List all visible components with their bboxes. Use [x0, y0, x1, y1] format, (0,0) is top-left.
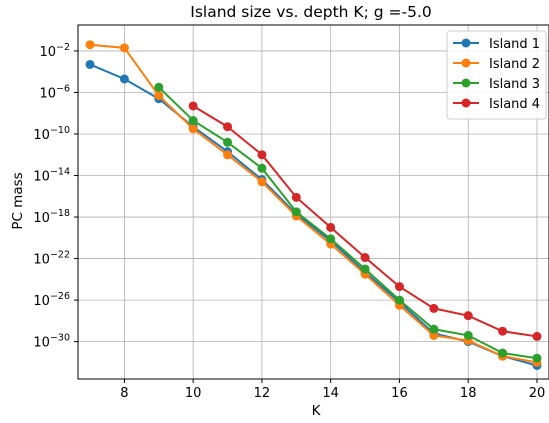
legend-marker: [461, 98, 471, 108]
y-tick-base: 10: [33, 336, 50, 351]
data-point: [85, 59, 95, 69]
y-tick-exponent: −14: [50, 167, 70, 178]
data-point: [291, 192, 301, 202]
y-tick-exponent: −10: [50, 125, 70, 136]
legend-marker: [461, 58, 471, 68]
legend-marker: [461, 38, 471, 48]
data-point: [498, 348, 508, 358]
y-tick-exponent: −30: [50, 333, 70, 344]
legend-label: Island 3: [489, 77, 540, 92]
data-point: [498, 326, 508, 336]
data-point: [360, 253, 370, 263]
data-point: [532, 331, 542, 341]
legend-label: Island 2: [489, 57, 540, 72]
x-tick-label: 12: [254, 386, 271, 401]
data-point: [257, 150, 267, 160]
data-point: [463, 311, 473, 321]
data-point: [223, 122, 233, 132]
data-point: [85, 40, 95, 50]
y-tick-exponent: −18: [50, 208, 70, 219]
legend-item: Island 4: [453, 97, 540, 112]
data-point: [119, 43, 129, 53]
y-axis-label: PC mass: [10, 172, 26, 229]
series-line: [192, 105, 538, 338]
legend-item: Island 1: [453, 37, 540, 52]
data-point: [429, 303, 439, 313]
x-tick-label: 10: [185, 386, 202, 401]
x-tick-label: 8: [120, 386, 128, 401]
y-tick-label: 10−10: [33, 125, 70, 143]
x-tick-label: 16: [391, 386, 408, 401]
data-point: [223, 150, 233, 160]
y-tick-exponent: −6: [56, 83, 70, 94]
x-axis-label: K: [312, 403, 322, 419]
x-tick-label: 20: [529, 386, 546, 401]
legend-item: Island 3: [453, 77, 540, 92]
data-point: [154, 91, 164, 101]
legend-item: Island 2: [453, 57, 540, 72]
y-tick-base: 10: [33, 253, 50, 268]
data-point: [188, 116, 198, 126]
x-tick-label: 18: [460, 386, 477, 401]
y-tick-label: 10−14: [33, 167, 70, 185]
y-tick-base: 10: [33, 211, 50, 226]
y-tick-base: 10: [33, 128, 50, 143]
data-point: [326, 234, 336, 244]
y-tick-exponent: −26: [50, 291, 70, 302]
data-point: [188, 101, 198, 111]
y-tick-exponent: −2: [56, 42, 70, 53]
plot-frame: [77, 24, 549, 380]
y-tick-label: 10−22: [33, 250, 70, 268]
series-4: [188, 101, 542, 341]
data-point: [291, 207, 301, 217]
y-tick-label: 10−2: [39, 42, 70, 60]
data-point: [463, 330, 473, 340]
data-point: [257, 163, 267, 173]
data-point: [257, 177, 267, 187]
y-tick-label: 10−6: [39, 83, 70, 101]
data-point: [429, 330, 439, 340]
y-tick-base: 10: [33, 170, 50, 185]
data-point: [223, 137, 233, 147]
data-point: [360, 264, 370, 274]
legend-label: Island 4: [489, 97, 540, 112]
series-3: [154, 82, 542, 363]
series-line: [89, 43, 538, 364]
x-tick-label: 14: [322, 386, 339, 401]
x-axis: 8 10 12 14 16 18 20: [120, 379, 545, 401]
y-tick-label: 10−18: [33, 208, 70, 226]
y-tick-label: 10−26: [33, 291, 70, 309]
chart-title: Island size vs. depth K; g =-5.0: [190, 3, 431, 21]
data-point: [154, 82, 164, 92]
y-tick-label: 10−30: [33, 333, 70, 351]
series-line: [158, 86, 538, 360]
series-layer: [85, 40, 542, 371]
legend-box: [446, 30, 547, 120]
legend-label: Island 1: [489, 37, 540, 52]
data-point: [394, 295, 404, 305]
y-tick-exponent: −22: [50, 250, 70, 261]
y-tick-base: 10: [33, 294, 50, 309]
legend-marker: [461, 78, 471, 88]
data-point: [394, 282, 404, 292]
y-tick-base: 10: [39, 45, 56, 60]
data-point: [326, 222, 336, 232]
data-point: [429, 324, 439, 334]
data-point: [119, 74, 129, 84]
data-point: [188, 124, 198, 134]
data-point: [532, 353, 542, 363]
y-tick-base: 10: [39, 86, 56, 101]
legend: Island 1 Island 2 Island 3 Island 4: [446, 30, 547, 120]
